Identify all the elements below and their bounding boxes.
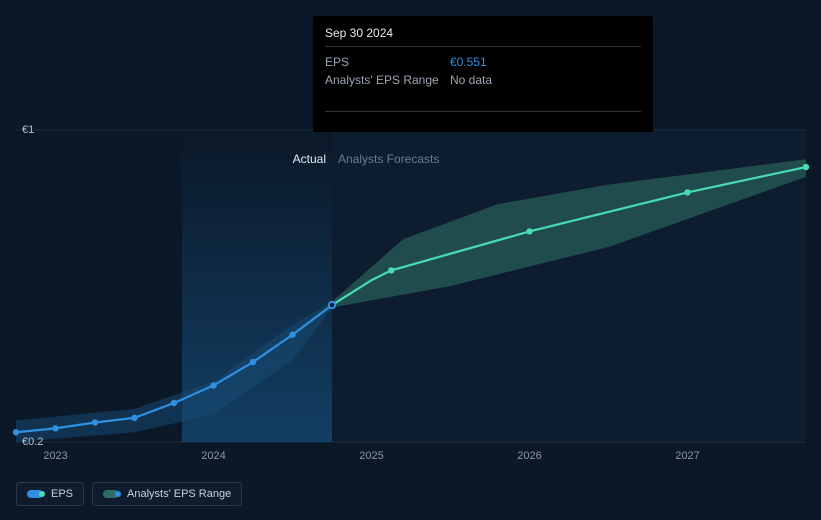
chart-area: €1 €0.2 Actual Analysts Forecasts — [16, 118, 806, 442]
y-tick-label: €0.2 — [22, 436, 43, 448]
x-tick-label: 2027 — [675, 450, 699, 462]
tooltip-key: Analysts' EPS Range — [325, 73, 450, 87]
chart-svg — [16, 130, 806, 442]
region-label-actual: Actual — [293, 152, 326, 166]
tooltip-value: €0.551 — [450, 55, 487, 69]
tooltip: Sep 30 2024 EPS€0.551Analysts' EPS Range… — [313, 16, 653, 132]
legend: EPS Analysts' EPS Range — [16, 482, 242, 506]
tooltip-row: EPS€0.551 — [325, 53, 641, 71]
legend-label: Analysts' EPS Range — [127, 488, 231, 500]
legend-item-range[interactable]: Analysts' EPS Range — [92, 482, 242, 506]
region-label-forecast: Analysts Forecasts — [338, 152, 439, 166]
swatch-icon — [27, 490, 43, 498]
tooltip-key: EPS — [325, 55, 450, 69]
tooltip-row: Analysts' EPS RangeNo data — [325, 71, 641, 89]
tooltip-value: No data — [450, 73, 492, 87]
plot-region[interactable] — [16, 130, 806, 442]
x-tick-label: 2024 — [201, 450, 225, 462]
swatch-icon — [103, 490, 119, 498]
tooltip-date: Sep 30 2024 — [325, 26, 641, 40]
legend-item-eps[interactable]: EPS — [16, 482, 84, 506]
y-tick-label: €1 — [22, 124, 34, 136]
x-tick-label: 2023 — [43, 450, 67, 462]
x-axis: 2023 2024 2025 2026 2027 — [16, 448, 806, 468]
x-tick-label: 2026 — [517, 450, 541, 462]
legend-label: EPS — [51, 488, 73, 500]
x-tick-label: 2025 — [359, 450, 383, 462]
